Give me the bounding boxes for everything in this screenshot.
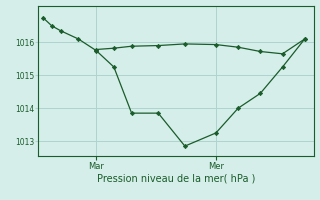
X-axis label: Pression niveau de la mer( hPa ): Pression niveau de la mer( hPa ) (97, 173, 255, 183)
